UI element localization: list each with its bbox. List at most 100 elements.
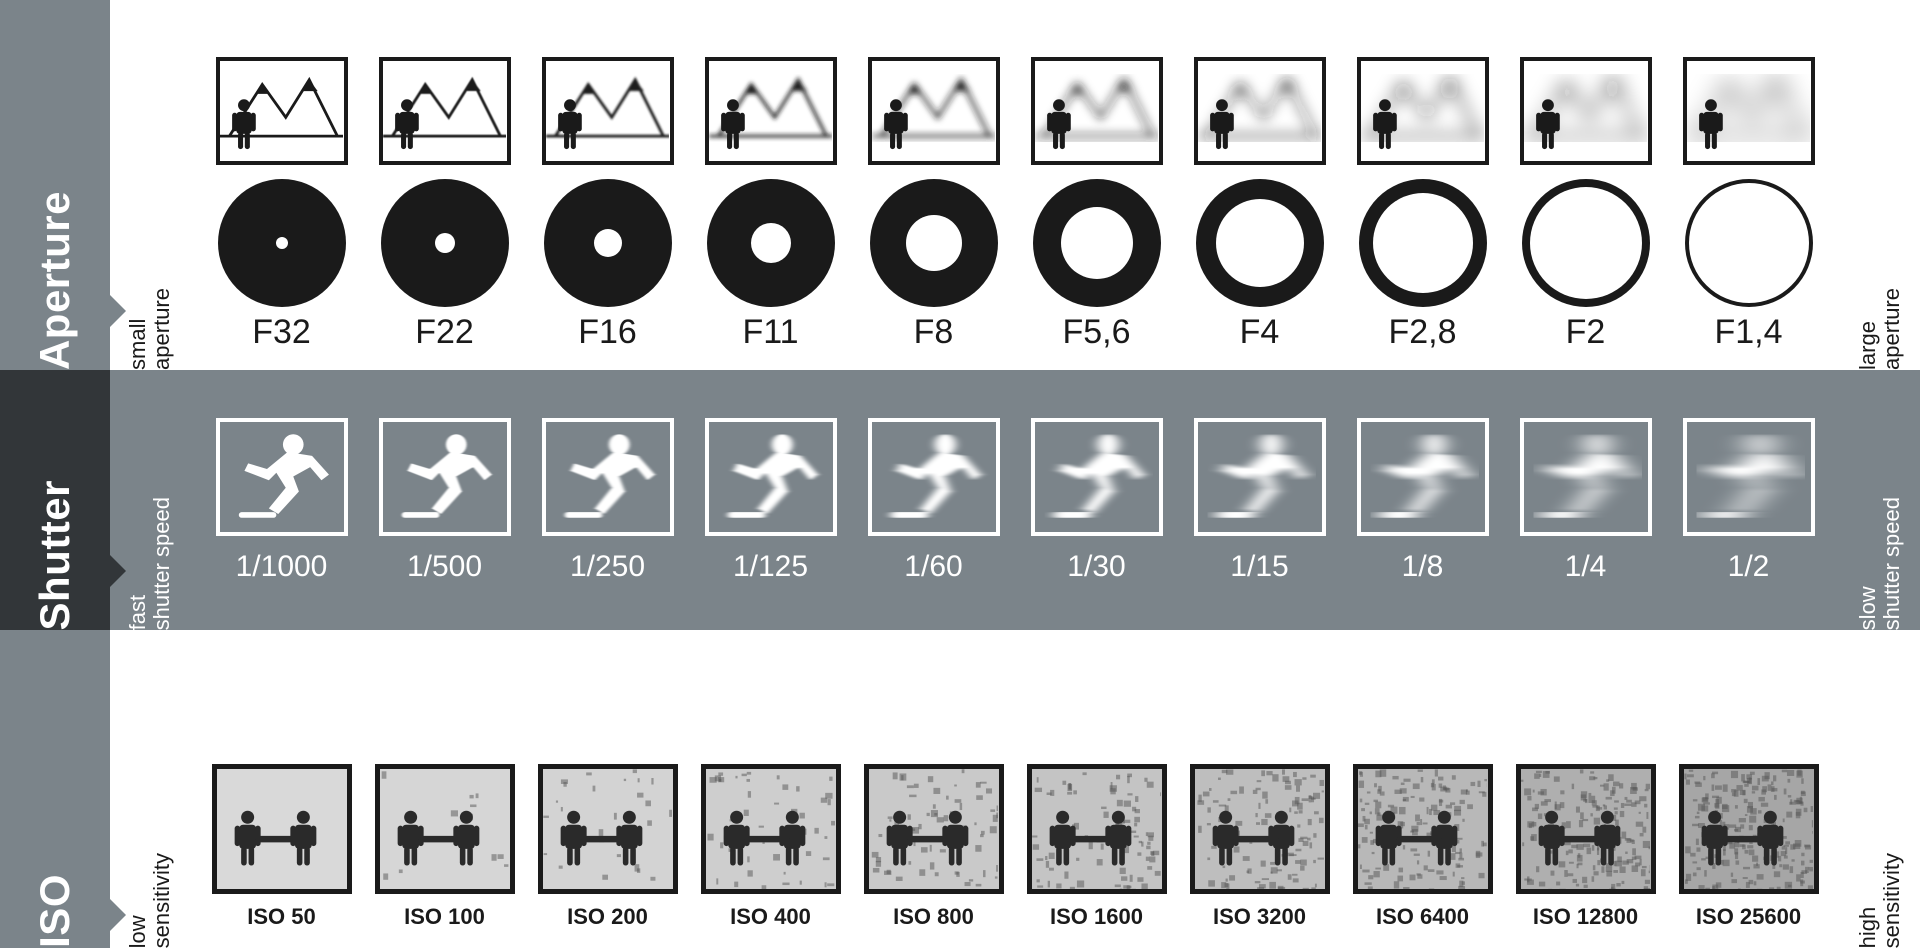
iso-value: ISO 6400	[1376, 904, 1469, 930]
aperture-step: F2,8	[1341, 57, 1504, 352]
aperture-row: Aperture smallaperture	[0, 0, 1920, 370]
chevron-right-icon	[110, 899, 126, 931]
shutter-tab: Shutter	[0, 370, 110, 630]
depth-of-field-thumb	[1520, 57, 1652, 165]
shutter-value: 1/2	[1728, 550, 1770, 584]
shutter-value: 1/500	[407, 550, 482, 584]
aperture-ring-icon	[379, 177, 511, 309]
noise-thumb	[701, 764, 841, 894]
iso-step: ISO 100	[363, 764, 526, 930]
noise-thumb	[1190, 764, 1330, 894]
noise-thumb	[1027, 764, 1167, 894]
aperture-ring-icon	[1194, 177, 1326, 309]
aperture-value: F2,8	[1388, 313, 1456, 352]
shutter-title: Shutter	[31, 460, 79, 631]
iso-step: ISO 3200	[1178, 764, 1341, 930]
aperture-ring-icon	[705, 177, 837, 309]
iso-row: ISO lowsensitivity	[0, 630, 1920, 948]
depth-of-field-thumb	[1357, 57, 1489, 165]
aperture-step: F4	[1178, 57, 1341, 352]
aperture-tab: Aperture	[0, 0, 110, 370]
aperture-ring-icon	[1357, 177, 1489, 309]
iso-step: ISO 200	[526, 764, 689, 930]
iso-value: ISO 3200	[1213, 904, 1306, 930]
shutter-value: 1/15	[1230, 550, 1288, 584]
aperture-value: F8	[914, 313, 954, 352]
aperture-value: F4	[1240, 313, 1280, 352]
depth-of-field-thumb	[705, 57, 837, 165]
chevron-right-icon	[110, 295, 126, 327]
shutter-value: 1/1000	[236, 550, 328, 584]
motion-blur-thumb	[379, 418, 511, 536]
shutter-value: 1/30	[1067, 550, 1125, 584]
iso-value: ISO 200	[567, 904, 648, 930]
noise-thumb	[864, 764, 1004, 894]
shutter-value: 1/250	[570, 550, 645, 584]
aperture-step: F32	[200, 57, 363, 352]
aperture-step: F22	[363, 57, 526, 352]
aperture-ring-icon	[1683, 177, 1815, 309]
iso-step: ISO 25600	[1667, 764, 1830, 930]
motion-blur-thumb	[542, 418, 674, 536]
aperture-step: F16	[526, 57, 689, 352]
noise-thumb	[1516, 764, 1656, 894]
aperture-ring-icon	[1031, 177, 1163, 309]
noise-thumb	[375, 764, 515, 894]
shutter-right-label: slowshutter speed	[1840, 370, 1920, 630]
noise-thumb	[1679, 764, 1819, 894]
depth-of-field-thumb	[1031, 57, 1163, 165]
aperture-ring-icon	[216, 177, 348, 309]
iso-value: ISO 25600	[1696, 904, 1801, 930]
noise-thumb	[212, 764, 352, 894]
shutter-step: 1/125	[689, 418, 852, 584]
shutter-step: 1/8	[1341, 418, 1504, 584]
shutter-step: 1/500	[363, 418, 526, 584]
aperture-right-label: largeaperture	[1840, 0, 1920, 370]
shutter-value: 1/125	[733, 550, 808, 584]
iso-step: ISO 800	[852, 764, 1015, 930]
motion-blur-thumb	[705, 418, 837, 536]
iso-step: ISO 50	[200, 764, 363, 930]
aperture-step: F2	[1504, 57, 1667, 352]
shutter-value: 1/4	[1565, 550, 1607, 584]
motion-blur-thumb	[1520, 418, 1652, 536]
aperture-value: F1,4	[1714, 313, 1782, 352]
motion-blur-thumb	[1194, 418, 1326, 536]
aperture-value: F22	[415, 313, 474, 352]
aperture-title: Aperture	[31, 171, 79, 370]
shutter-value: 1/8	[1402, 550, 1444, 584]
iso-value: ISO 800	[893, 904, 974, 930]
chevron-right-icon	[110, 555, 126, 587]
aperture-step: F8	[852, 57, 1015, 352]
depth-of-field-thumb	[216, 57, 348, 165]
shutter-step: 1/250	[526, 418, 689, 584]
depth-of-field-thumb	[868, 57, 1000, 165]
iso-step: ISO 400	[689, 764, 852, 930]
motion-blur-thumb	[868, 418, 1000, 536]
aperture-ring-icon	[868, 177, 1000, 309]
iso-value: ISO 400	[730, 904, 811, 930]
aperture-value: F16	[578, 313, 637, 352]
shutter-row: Shutter fastshutter speed 1/1000	[0, 370, 1920, 630]
depth-of-field-thumb	[1194, 57, 1326, 165]
iso-step: ISO 12800	[1504, 764, 1667, 930]
aperture-value: F32	[252, 313, 311, 352]
depth-of-field-thumb	[542, 57, 674, 165]
motion-blur-thumb	[1683, 418, 1815, 536]
aperture-step: F1,4	[1667, 57, 1830, 352]
aperture-step: F5,6	[1015, 57, 1178, 352]
aperture-value: F5,6	[1062, 313, 1130, 352]
depth-of-field-thumb	[1683, 57, 1815, 165]
aperture-step: F11	[689, 57, 852, 352]
shutter-step: 1/60	[852, 418, 1015, 584]
shutter-step: 1/1000	[200, 418, 363, 584]
shutter-step: 1/4	[1504, 418, 1667, 584]
iso-tab: ISO	[0, 630, 110, 948]
noise-thumb	[538, 764, 678, 894]
aperture-value: F11	[742, 313, 798, 352]
shutter-step: 1/30	[1015, 418, 1178, 584]
aperture-ring-icon	[542, 177, 674, 309]
noise-thumb	[1353, 764, 1493, 894]
depth-of-field-thumb	[379, 57, 511, 165]
exposure-triangle-chart: Aperture smallaperture	[0, 0, 1920, 948]
